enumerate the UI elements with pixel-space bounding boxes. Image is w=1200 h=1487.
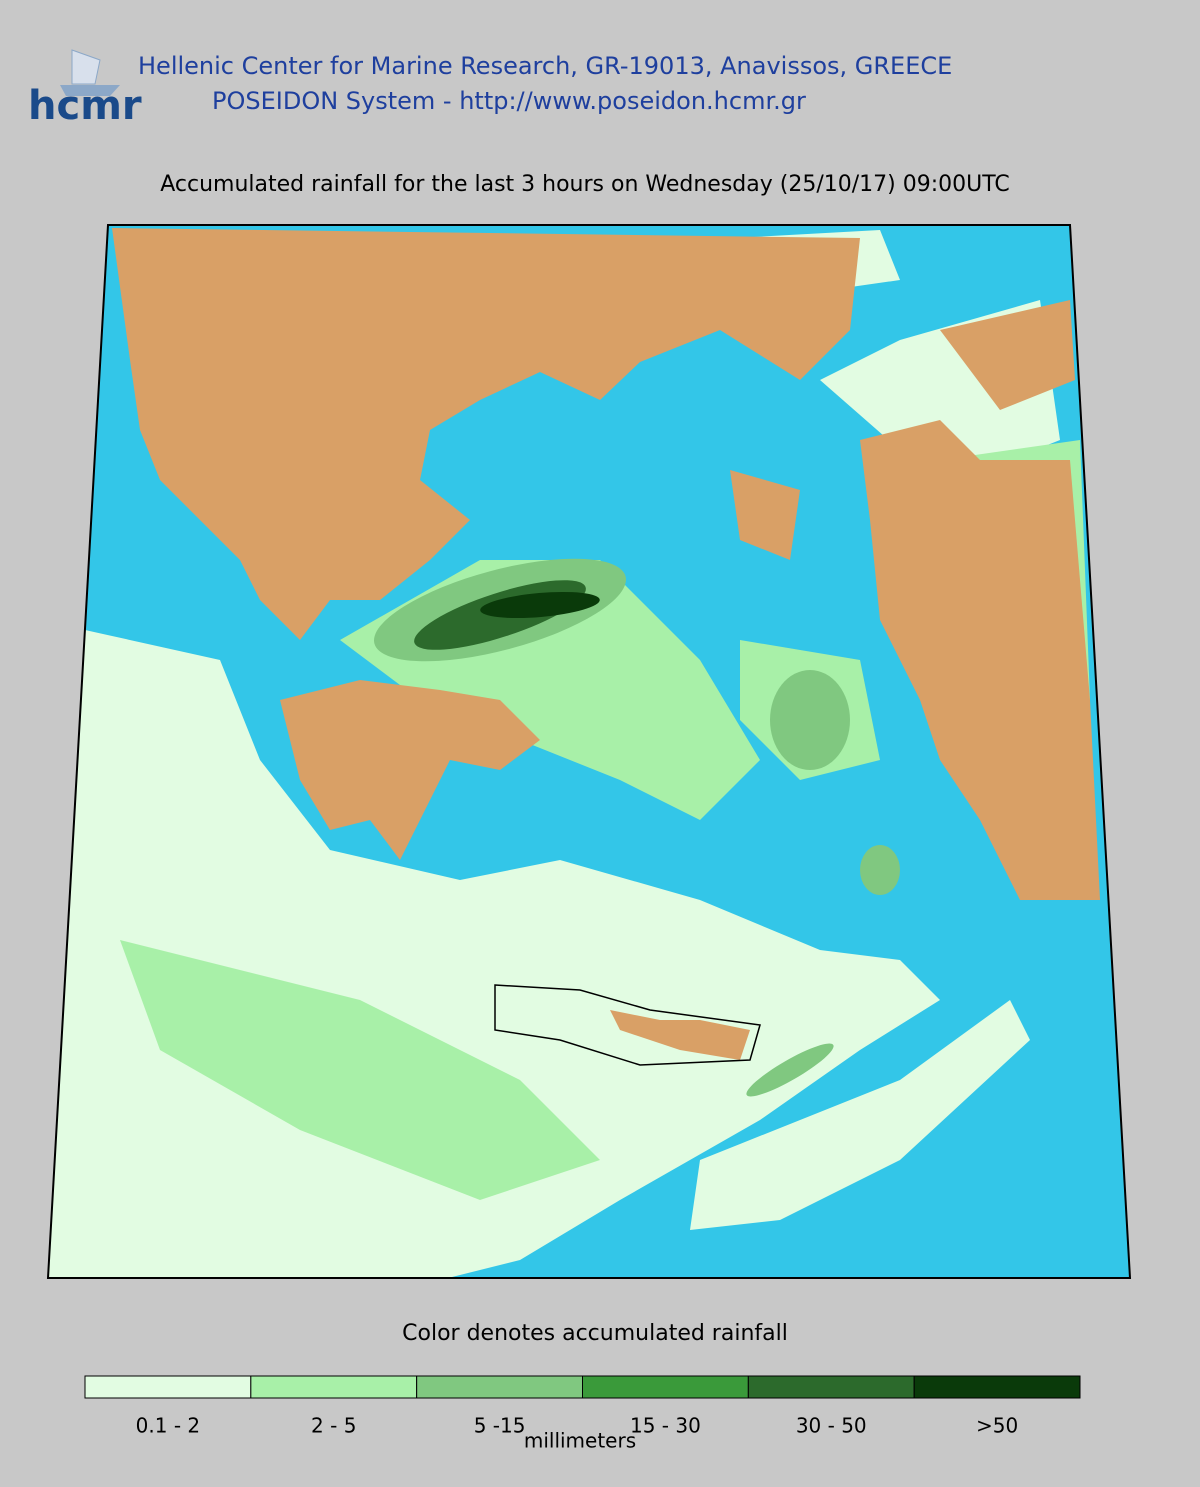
legend-label: 2 - 5: [311, 1414, 356, 1438]
legend-caption: Color denotes accumulated rainfall: [402, 1321, 788, 1346]
legend-label: 15 - 30: [630, 1414, 701, 1438]
legend-swatch: [250, 1375, 418, 1399]
legend-unit: millimeters: [524, 1429, 636, 1453]
legend-swatch: [747, 1375, 915, 1399]
legend-swatch: [582, 1375, 749, 1399]
legend: 0.1 - 2 2 - 5 5 -15 15 - 30 30 - 50 >50: [84, 1375, 1081, 1438]
logo: hcmr: [28, 49, 142, 129]
logo-text: hcmr: [28, 83, 142, 129]
legend-swatch: [913, 1375, 1081, 1399]
map-frame: [46, 224, 1132, 1279]
legend-label: >50: [976, 1414, 1018, 1438]
map: [48, 225, 1130, 1278]
legend-swatch: [84, 1375, 252, 1399]
legend-label: 0.1 - 2: [136, 1414, 200, 1438]
legend-label: 30 - 50: [796, 1414, 867, 1438]
legend-label: 5 -15: [474, 1414, 526, 1438]
header-line: Hellenic Center for Marine Research, GR-…: [138, 52, 952, 80]
header-line: POSEIDON System - http://www.poseidon.hc…: [212, 87, 806, 115]
legend-swatch: [416, 1375, 583, 1399]
map-title: Accumulated rainfall for the last 3 hour…: [160, 172, 1010, 197]
